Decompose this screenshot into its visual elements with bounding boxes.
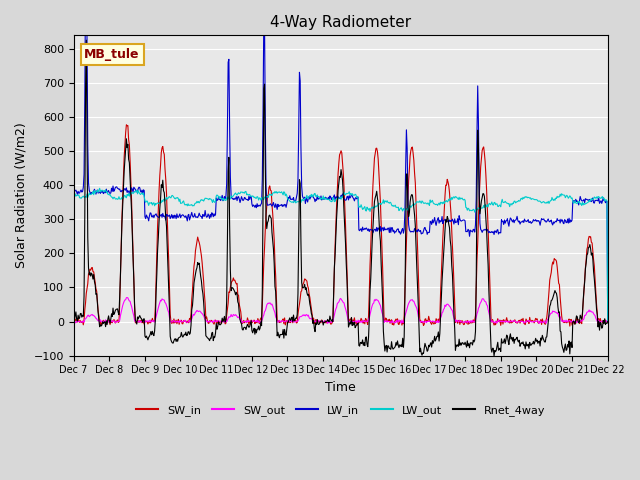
LW_out [189,203,197,208]
Rnet_4way [406,199,414,205]
Rnet_4way [135,314,143,320]
SW_out [604,319,612,324]
X-axis label: Time: Time [325,381,356,394]
LW_in [422,228,429,233]
Rnet_4way [218,320,225,325]
LW_in [79,184,87,190]
SW_out [218,319,225,325]
Rnet_4way [83,37,90,43]
Title: 4-Way Radiometer: 4-Way Radiometer [270,15,412,30]
LW_in [406,228,414,234]
SW_out [135,319,143,325]
SW_in [604,319,612,324]
Rnet_4way [70,315,77,321]
SW_out [422,320,430,325]
Text: MB_tule: MB_tule [84,48,140,61]
Rnet_4way [422,343,429,349]
Line: SW_out: SW_out [74,298,608,324]
Line: LW_out: LW_out [74,188,608,322]
Line: Rnet_4way: Rnet_4way [74,40,608,356]
Rnet_4way [79,313,87,319]
LW_in [604,319,612,324]
Y-axis label: Solar Radiation (W/m2): Solar Radiation (W/m2) [15,122,28,268]
SW_out [70,319,77,324]
LW_out [135,190,143,195]
SW_in [406,153,414,159]
Legend: SW_in, SW_out, LW_in, LW_out, Rnet_4way: SW_in, SW_out, LW_in, LW_out, Rnet_4way [131,401,550,420]
LW_out [406,203,414,209]
LW_out [79,193,87,199]
LW_in [70,188,77,194]
LW_in [135,184,143,190]
SW_in [189,274,197,279]
SW_in [135,320,143,325]
Rnet_4way [189,292,197,298]
SW_in [566,323,573,329]
Rnet_4way [490,353,498,359]
SW_in [79,322,87,328]
SW_out [124,295,131,300]
LW_out [218,196,225,202]
SW_out [353,321,361,326]
LW_out [96,185,104,191]
SW_out [407,297,415,303]
LW_out [422,200,429,206]
SW_in [422,316,429,322]
Line: LW_in: LW_in [74,0,608,322]
Line: SW_in: SW_in [74,125,608,326]
Rnet_4way [604,319,612,324]
SW_in [122,122,130,128]
SW_in [218,321,225,326]
SW_out [189,312,197,317]
SW_in [70,318,77,324]
LW_out [70,191,77,197]
LW_out [604,319,612,324]
LW_in [189,214,197,220]
SW_out [79,318,87,324]
LW_in [218,195,225,201]
